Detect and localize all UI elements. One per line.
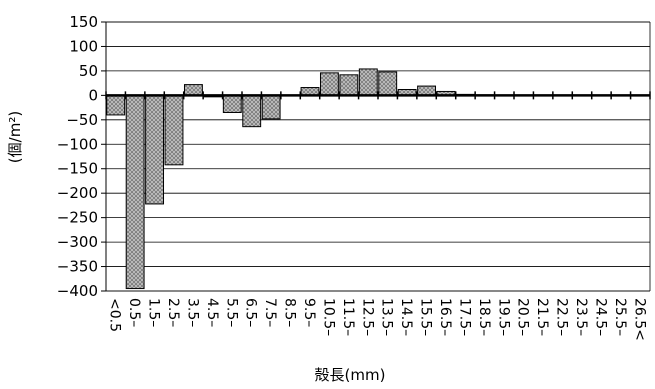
x-tick-label: 19.5–	[495, 298, 511, 336]
x-tick-label: 8.5–	[282, 298, 298, 327]
axes	[101, 21, 651, 292]
x-tick-label: 0.5–	[126, 298, 142, 327]
y-tick-label: −200	[57, 184, 98, 202]
bar	[183, 84, 203, 96]
x-tick-label: 15.5–	[418, 298, 434, 336]
bar	[378, 71, 398, 96]
x-tick-label: 23.5–	[573, 298, 589, 336]
x-tick-label: 25.5–	[612, 298, 628, 336]
x-tick-label: 18.5–	[476, 298, 492, 336]
y-tick-label: −350	[57, 258, 98, 276]
x-tick-labels: <0.5 0.5– 1.5– 2.5– 3.5– 4.5– 5.5– 6.5– 7.5– 8.5–…	[107, 298, 648, 341]
x-tick-label: 22.5–	[554, 298, 570, 336]
y-axis-title: (個/m²)	[6, 111, 24, 163]
bar	[242, 94, 262, 128]
x-tick-label: 26.5<	[631, 298, 647, 341]
y-tick-label: 100	[69, 37, 98, 55]
bar	[261, 94, 281, 120]
bar	[125, 94, 145, 290]
x-tick-label: 4.5–	[204, 298, 220, 327]
y-tick-label: 50	[79, 62, 98, 80]
x-tick-label: 14.5–	[398, 298, 414, 336]
bar	[319, 72, 339, 96]
bar	[222, 94, 242, 113]
y-tick-labels: 150 100 50 0 −50 −100 −150 −200 −250 −300 −350 −400	[57, 13, 98, 300]
bar	[339, 74, 359, 96]
x-tick-label: 10.5–	[320, 298, 336, 336]
x-tick-label: 13.5–	[379, 298, 395, 336]
y-tick-label: 0	[88, 86, 98, 104]
y-tick-label: −300	[57, 233, 98, 251]
x-tick-label: 24.5–	[592, 298, 608, 336]
x-tick-label: <0.5	[107, 298, 123, 332]
y-tick-label: −100	[57, 135, 98, 153]
x-tick-label: 6.5–	[243, 298, 259, 327]
x-tick-label: 16.5–	[437, 298, 453, 336]
x-tick-label: 7.5–	[262, 298, 278, 327]
bars	[106, 68, 495, 290]
y-tick-label: −50	[66, 111, 98, 129]
x-tick-label: 9.5–	[301, 298, 317, 327]
x-tick-label: 3.5–	[184, 298, 200, 327]
x-tick-label: 17.5–	[456, 298, 472, 336]
y-tick-label: 150	[69, 13, 98, 31]
bar	[417, 85, 437, 96]
x-tick-label: 20.5–	[515, 298, 531, 336]
x-tick-label: 2.5–	[165, 298, 181, 327]
x-axis-title: 殻長(mm)	[315, 366, 386, 384]
x-tick-label: 11.5–	[340, 298, 356, 336]
bar	[106, 94, 126, 116]
gridlines	[106, 21, 650, 292]
x-tick-label: 5.5–	[223, 298, 239, 327]
y-tick-label: −250	[57, 209, 98, 227]
x-tick-label: 1.5–	[146, 298, 162, 327]
y-tick-label: −150	[57, 160, 98, 178]
y-tick-label: −400	[57, 282, 98, 300]
bar	[358, 68, 378, 96]
bar	[145, 94, 165, 205]
x-tick-label: 12.5–	[359, 298, 375, 336]
x-tick-label: 21.5–	[534, 298, 550, 336]
bar	[164, 94, 184, 166]
